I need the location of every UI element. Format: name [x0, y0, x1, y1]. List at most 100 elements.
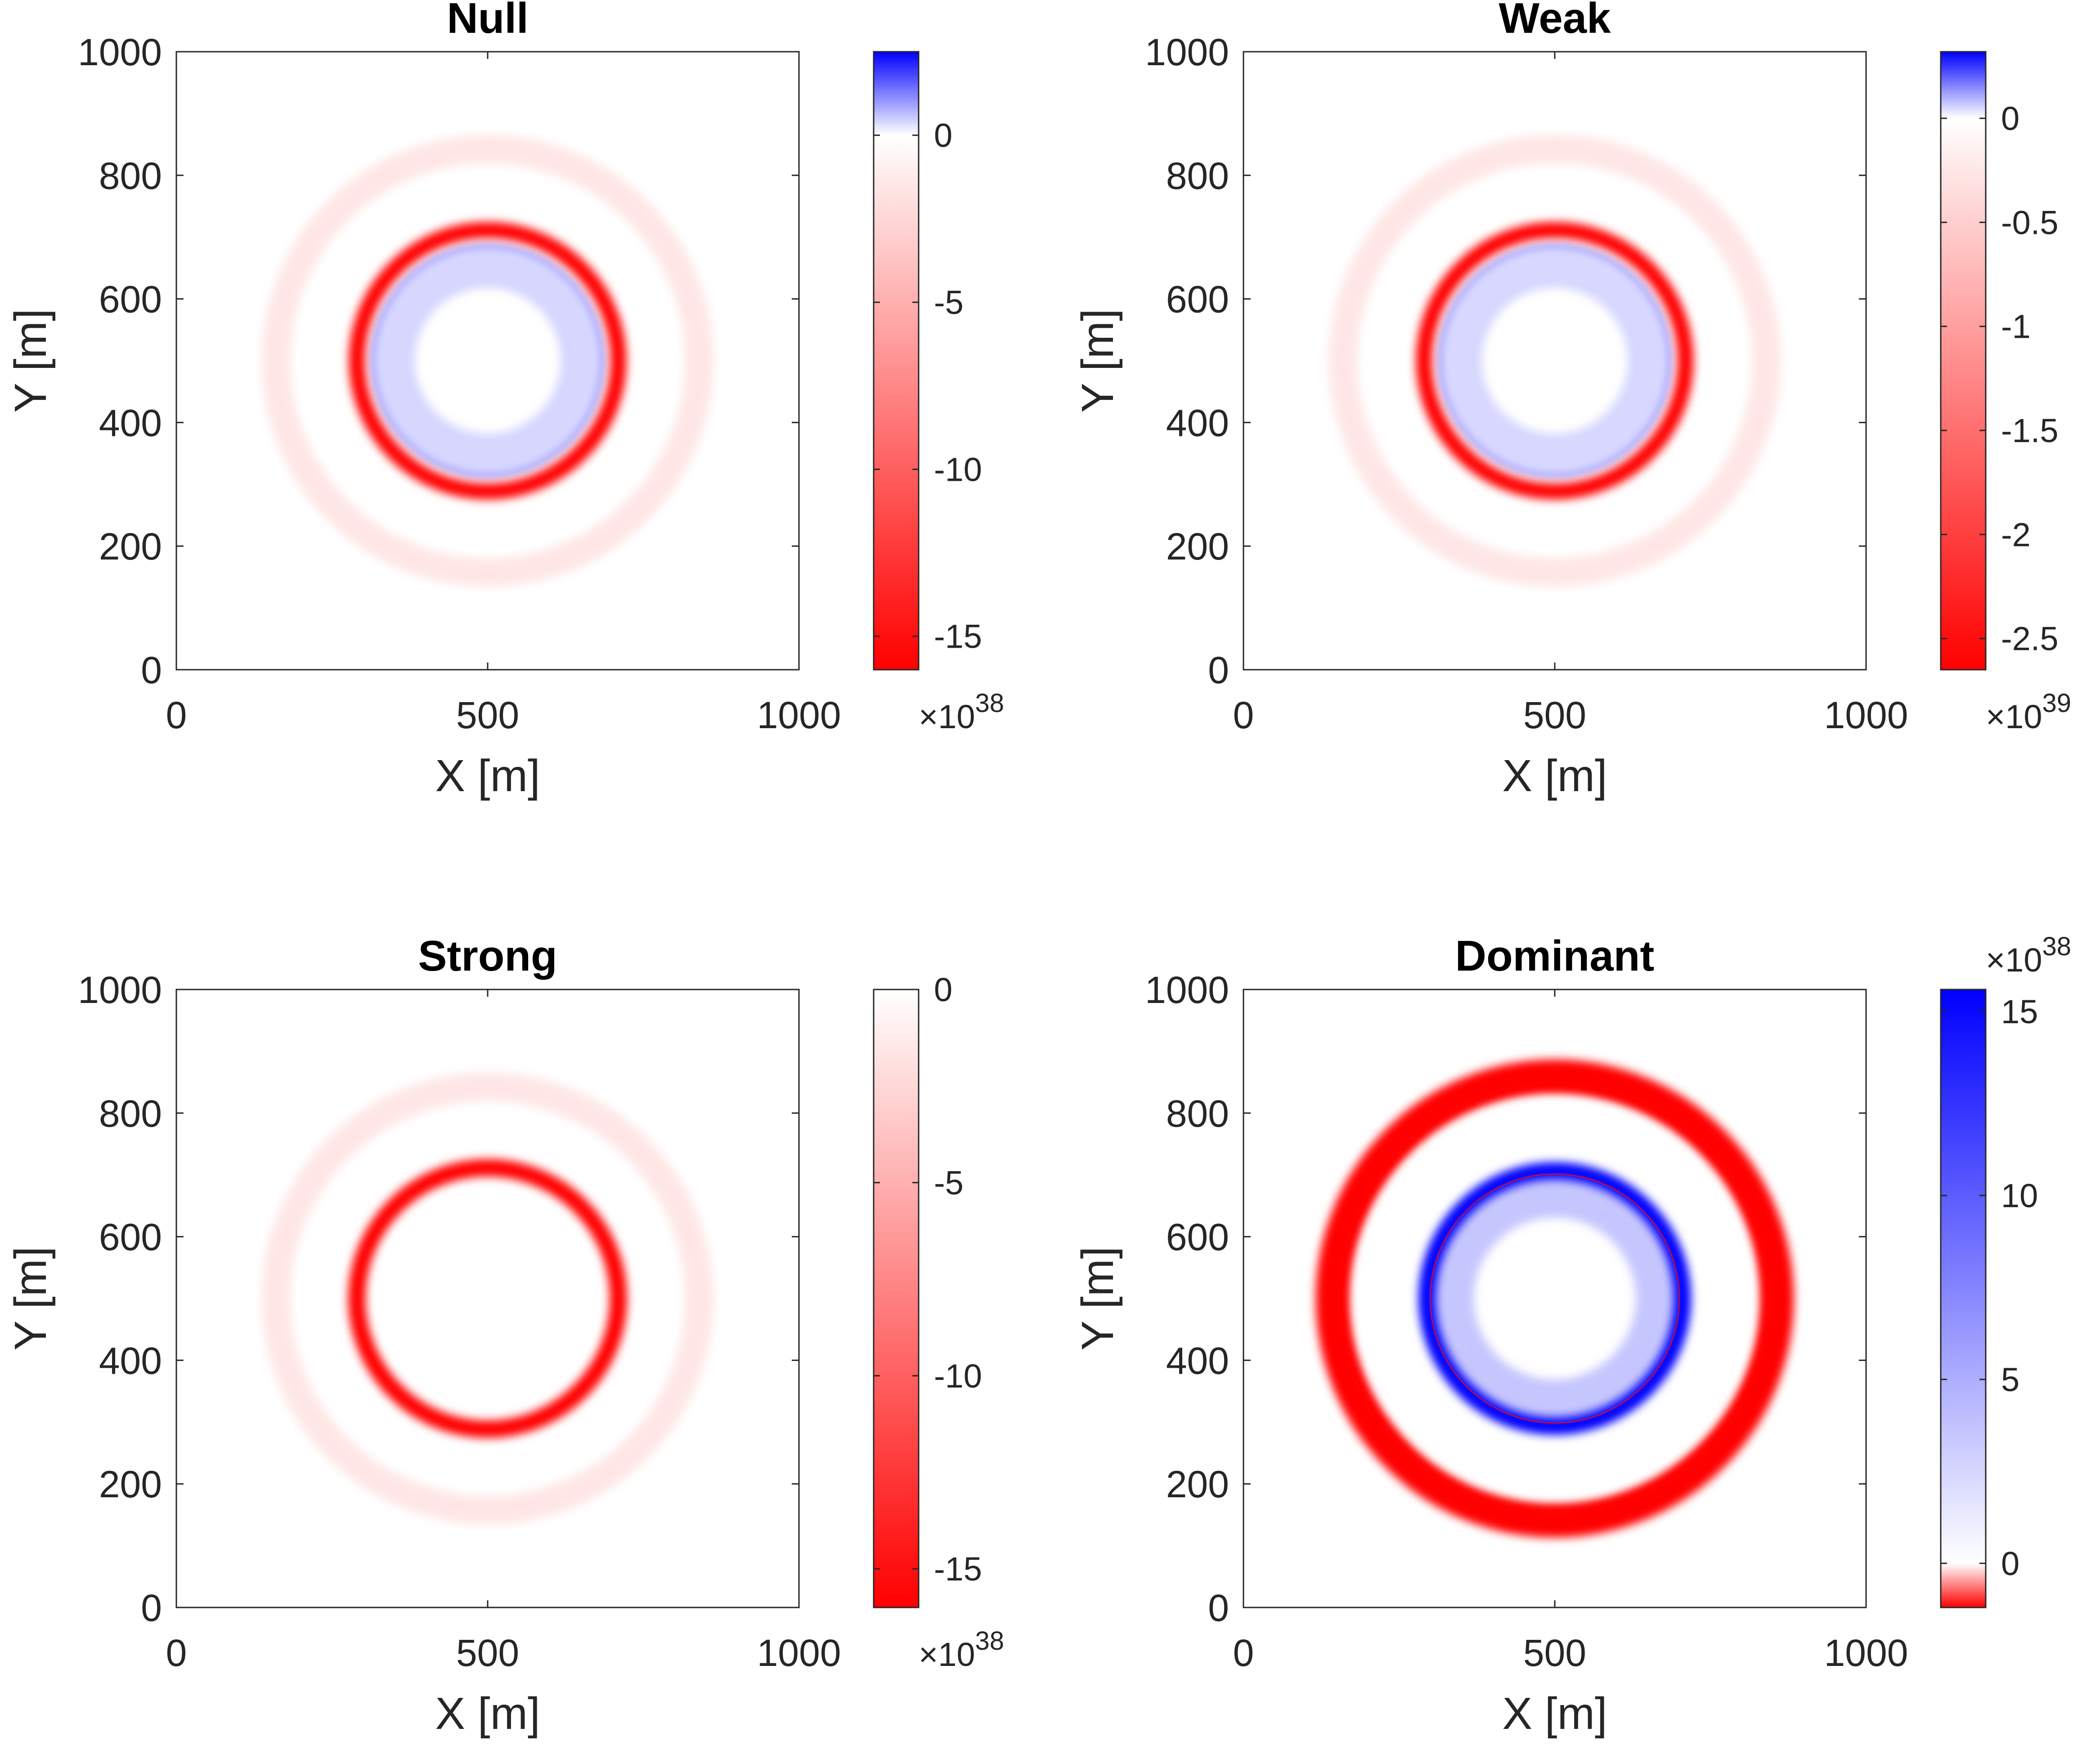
colorbar-frame — [873, 51, 920, 671]
x-tick-label: 500 — [456, 694, 519, 736]
chart-title: Strong — [418, 932, 557, 980]
y-tick-label: 800 — [1166, 155, 1229, 197]
colorbar-multiplier-base: ×10 — [919, 1636, 975, 1673]
heatmap-field — [261, 134, 714, 587]
x-tick-label: 500 — [1523, 694, 1586, 736]
y-tick-label: 800 — [99, 155, 162, 197]
heatmap-ring-4 — [1328, 134, 1781, 587]
chart-title: Dominant — [1455, 932, 1655, 980]
x-tick-label: 1000 — [1824, 1632, 1908, 1674]
colorbar-multiplier-exponent: 39 — [2042, 689, 2072, 718]
heatmap-ring-1 — [1430, 1174, 1679, 1423]
chart-title: Null — [447, 0, 528, 42]
heatmap-ring-4 — [261, 134, 714, 587]
y-axis-label: Y [m] — [5, 1246, 56, 1351]
heatmap-ring-2 — [1438, 244, 1671, 477]
heatmap-field — [1315, 1059, 1794, 1538]
y-tick-label: 600 — [1166, 1216, 1229, 1258]
x-axis-label: X [m] — [1502, 1688, 1607, 1739]
colorbar-multiplier-exponent: 38 — [975, 689, 1005, 718]
panel-null: 0 500 1000 0 200 400 600 800 1000 Null X [m] Y [m] 0… — [5, 0, 1004, 801]
y-tick-label: 400 — [1166, 402, 1229, 444]
colorbar-tick-label: -10 — [934, 1357, 982, 1395]
y-tick-label: 200 — [1166, 525, 1229, 568]
y-tick-label: 400 — [99, 1339, 162, 1382]
colorbar-tick-label: 5 — [2001, 1361, 2019, 1398]
y-tick-label: 800 — [1166, 1092, 1229, 1135]
colorbar: 0 -0.5 -1 -1.5 -2 -2.5 ×1039 — [1940, 51, 2072, 735]
y-tick-label: 0 — [141, 1587, 162, 1629]
y-tick-label: 600 — [99, 1216, 162, 1258]
colorbar: 0 -5 -10 -15 ×1038 — [873, 971, 1004, 1673]
colorbar-tick-label: -0.5 — [2001, 204, 2059, 241]
colorbar-gradient — [874, 989, 919, 1607]
y-tick-label: 1000 — [1145, 31, 1229, 73]
panel-dominant: 0 500 1000 0 200 400 600 800 1000 Dominant X [m] Y … — [1072, 932, 2071, 1739]
x-tick-label: 500 — [1523, 1632, 1586, 1674]
heatmap-ring-3 — [349, 222, 627, 500]
y-tick-label: 800 — [99, 1092, 162, 1135]
colorbar: 0 -5 -10 -15 ×1038 — [873, 51, 1004, 735]
heatmap-ring-2 — [371, 244, 604, 477]
colorbar-tick-label: 0 — [2001, 100, 2019, 137]
colorbar-multiplier: ×1038 — [919, 689, 1004, 735]
colorbar-tick-label: 15 — [2001, 993, 2038, 1030]
colorbar-multiplier-exponent: 38 — [2042, 932, 2072, 961]
colorbar-tick-label: -10 — [934, 451, 982, 488]
y-tick-label: 1000 — [78, 969, 162, 1011]
y-axis-label: Y [m] — [1072, 309, 1123, 413]
colorbar-tick-label: -2.5 — [2001, 620, 2059, 658]
x-tick-label: 500 — [456, 1632, 519, 1674]
heatmap-ring-4 — [1315, 1059, 1794, 1538]
x-tick-label: 1000 — [757, 1632, 841, 1674]
colorbar-tick-label: -1 — [2001, 308, 2031, 345]
colorbar-multiplier-base: ×10 — [1986, 941, 2042, 979]
colorbar-tick-label: 10 — [2001, 1177, 2038, 1214]
heatmap-ring-2 — [261, 1072, 714, 1525]
x-tick-label: 1000 — [1824, 694, 1908, 736]
colorbar-frame — [1940, 989, 1987, 1608]
panel-weak: 0 500 1000 0 200 400 600 800 1000 Weak X [m] Y [m] 0… — [1072, 0, 2071, 801]
colorbar-frame — [1940, 51, 1987, 671]
y-tick-label: 0 — [141, 649, 162, 691]
chart-title: Weak — [1499, 0, 1611, 42]
colorbar-multiplier: ×1038 — [919, 1626, 1004, 1673]
y-tick-label: 600 — [99, 278, 162, 321]
x-axis-label: X [m] — [1502, 751, 1607, 801]
x-tick-label: 0 — [166, 694, 187, 736]
heatmap-ring-1 — [348, 1159, 628, 1438]
y-tick-label: 400 — [99, 402, 162, 444]
colorbar-tick-label: -2 — [2001, 516, 2031, 553]
x-tick-label: 0 — [166, 1632, 187, 1674]
heatmap-field — [1328, 134, 1781, 587]
y-axis-label: Y [m] — [1072, 1246, 1123, 1351]
y-tick-label: 200 — [1166, 1463, 1229, 1505]
colorbar-frame — [873, 989, 920, 1608]
colorbar-multiplier-base: ×10 — [919, 698, 975, 735]
y-tick-label: 0 — [1208, 649, 1229, 691]
colorbar-multiplier-base: ×10 — [1986, 698, 2042, 735]
y-tick-label: 200 — [99, 1463, 162, 1505]
colorbar-multiplier: ×1038 — [1986, 932, 2071, 979]
x-axis-label: X [m] — [435, 1688, 540, 1739]
colorbar-tick-label: -15 — [934, 1550, 982, 1588]
colorbar-multiplier-exponent: 38 — [975, 1626, 1005, 1656]
colorbar: 0 5 10 15 ×1038 — [1940, 932, 2071, 1608]
colorbar-tick-label: -1.5 — [2001, 412, 2059, 449]
heatmap-ring-5 — [1430, 1173, 1680, 1424]
panel-strong: 0 500 1000 0 200 400 600 800 1000 Strong X [m] Y [m… — [5, 932, 1004, 1739]
y-tick-label: 400 — [1166, 1339, 1229, 1382]
x-axis-label: X [m] — [435, 751, 540, 801]
y-tick-label: 200 — [99, 525, 162, 568]
y-axis-label: Y [m] — [5, 309, 56, 413]
heatmap-field — [261, 1072, 714, 1525]
x-tick-label: 0 — [1233, 1632, 1254, 1674]
colorbar-tick-label: 0 — [934, 117, 952, 154]
heatmap-ring-3 — [1416, 222, 1694, 500]
y-tick-label: 1000 — [78, 31, 162, 73]
x-tick-label: 0 — [1233, 694, 1254, 736]
colorbar-gradient — [1941, 52, 1986, 670]
y-tick-label: 1000 — [1145, 969, 1229, 1011]
colorbar-tick-label: 0 — [934, 971, 952, 1008]
